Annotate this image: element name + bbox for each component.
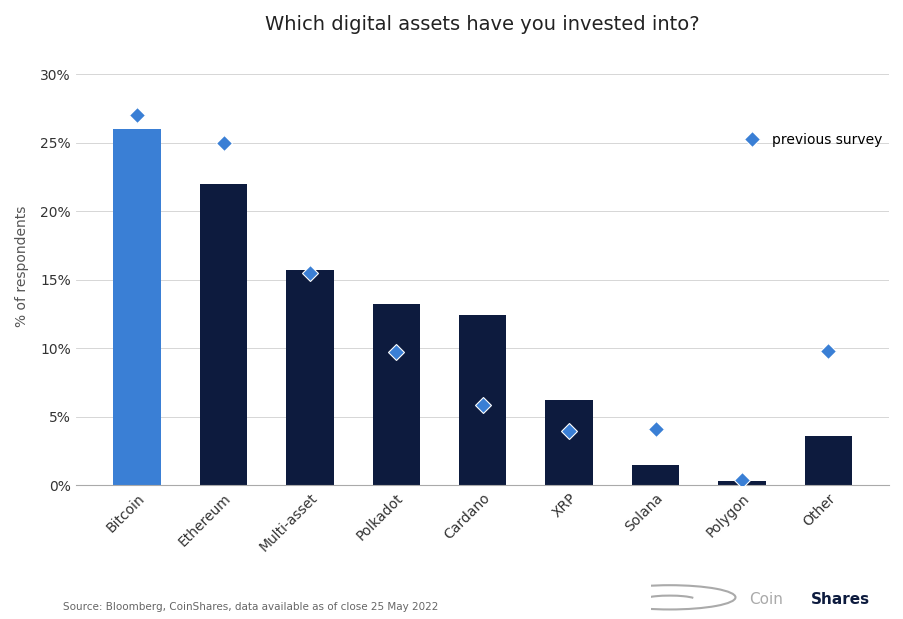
Bar — [286, 270, 333, 485]
Legend: previous survey: previous survey — [738, 132, 881, 147]
Title: Which digital assets have you invested into?: Which digital assets have you invested i… — [265, 15, 699, 34]
Bar — [717, 482, 765, 485]
Text: Source: Bloomberg, CoinShares, data available as of close 25 May 2022: Source: Bloomberg, CoinShares, data avai… — [63, 602, 438, 612]
Bar — [804, 436, 852, 485]
Bar — [459, 316, 506, 485]
Bar — [631, 465, 678, 485]
Text: Shares: Shares — [810, 592, 869, 607]
Y-axis label: % of respondents: % of respondents — [15, 206, 29, 327]
Bar — [200, 184, 247, 485]
Bar — [545, 400, 592, 485]
Text: Coin: Coin — [749, 592, 783, 607]
Bar — [113, 129, 161, 485]
Bar — [372, 305, 420, 485]
